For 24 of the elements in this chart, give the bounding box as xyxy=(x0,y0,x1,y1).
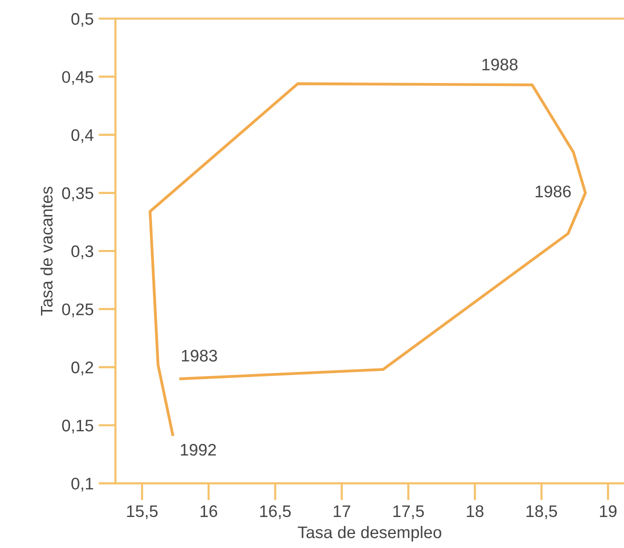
x-tick-label: 17 xyxy=(334,505,350,517)
annotation: 1983 xyxy=(182,350,218,362)
x-tick-label: 15,5 xyxy=(127,505,158,520)
annotation: 1988 xyxy=(482,58,518,70)
x-tick-label: 18,5 xyxy=(526,505,557,520)
y-tick-label: 0,15 xyxy=(62,420,94,434)
y-tick-label: 0,3 xyxy=(71,245,94,260)
y-tick-label: 0,25 xyxy=(62,303,94,318)
x-tick-label: 18 xyxy=(466,505,484,518)
y-axis-title: Tasa de vacantes xyxy=(40,186,53,316)
x-tick-label: 17,5 xyxy=(393,505,424,520)
y-tick-label: 0,45 xyxy=(62,71,94,85)
y-tick-label: 0,4 xyxy=(71,129,94,143)
y-tick-label: 0,5 xyxy=(71,13,94,27)
annotation: 1986 xyxy=(536,186,571,198)
line-series xyxy=(148,82,587,436)
y-tick-label: 0,1 xyxy=(71,478,94,492)
annotation: 1992 xyxy=(180,444,216,456)
x-axis-title: Tasa de desempleo xyxy=(298,526,442,542)
y-tick-label: 0,2 xyxy=(71,362,94,376)
x-tick-label: 19 xyxy=(600,505,617,518)
x-tick-label: 16,5 xyxy=(260,505,291,520)
y-tick-label: 0,35 xyxy=(62,187,94,202)
x-tick-label: 16 xyxy=(200,505,218,518)
